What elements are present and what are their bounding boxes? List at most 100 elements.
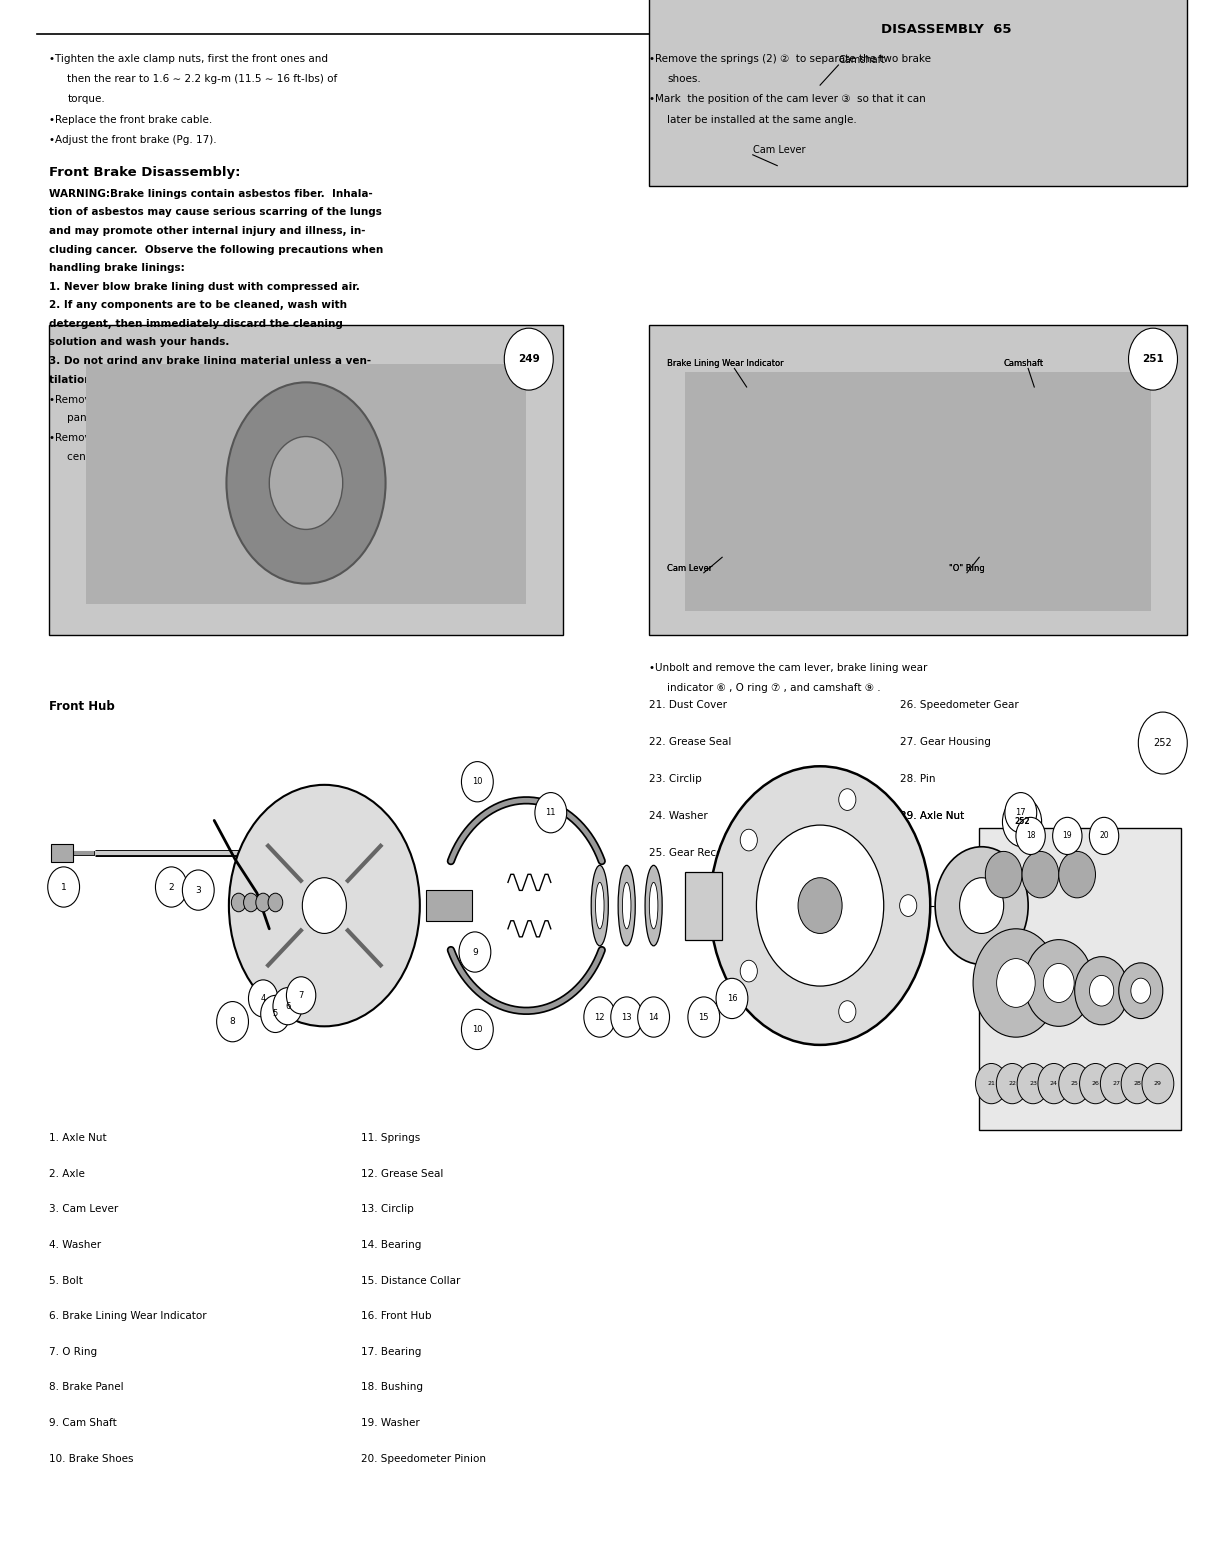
Text: 249: 249: [518, 354, 540, 364]
FancyBboxPatch shape: [685, 872, 722, 940]
Text: handling brake linings:: handling brake linings:: [49, 263, 185, 272]
Text: 26: 26: [1092, 1081, 1099, 1087]
Text: 4. Washer: 4. Washer: [49, 1240, 102, 1249]
Circle shape: [1022, 851, 1059, 898]
Circle shape: [611, 997, 643, 1037]
Text: 27. Gear Housing: 27. Gear Housing: [900, 737, 990, 746]
Circle shape: [1089, 975, 1114, 1006]
Text: 16: 16: [727, 994, 737, 1003]
Text: Cam Lever: Cam Lever: [753, 146, 805, 155]
Circle shape: [1005, 793, 1037, 833]
Circle shape: [1075, 957, 1129, 1025]
Text: panel ⑧ .: panel ⑧ .: [67, 413, 115, 423]
Text: 18. Bushing: 18. Bushing: [361, 1382, 424, 1392]
Ellipse shape: [618, 865, 635, 946]
FancyBboxPatch shape: [426, 890, 472, 921]
Text: 10: 10: [472, 1025, 482, 1034]
Circle shape: [1002, 797, 1042, 847]
Text: 26. Speedometer Gear: 26. Speedometer Gear: [900, 700, 1018, 709]
Text: 29. Axle Nut: 29. Axle Nut: [900, 811, 963, 820]
Text: cluding cancer.  Observe the following precautions when: cluding cancer. Observe the following pr…: [49, 245, 383, 254]
Text: Front Hub: Front Hub: [49, 700, 115, 712]
Text: 12: 12: [595, 1012, 605, 1022]
Ellipse shape: [591, 865, 608, 946]
Circle shape: [248, 980, 278, 1017]
Text: "O" Ring: "O" Ring: [949, 563, 984, 573]
Text: 10: 10: [472, 777, 482, 786]
Circle shape: [155, 867, 187, 907]
Circle shape: [226, 382, 386, 584]
Circle shape: [182, 870, 214, 910]
Text: 11. Springs: 11. Springs: [361, 1133, 420, 1142]
Text: 14. Bearing: 14. Bearing: [361, 1240, 421, 1249]
Circle shape: [229, 785, 420, 1026]
Circle shape: [286, 977, 316, 1014]
Text: 27: 27: [1113, 1081, 1120, 1087]
Circle shape: [1129, 328, 1177, 390]
Text: 25: 25: [1071, 1081, 1078, 1087]
Circle shape: [256, 893, 271, 912]
Ellipse shape: [645, 865, 662, 946]
Text: 19. Washer: 19. Washer: [361, 1418, 420, 1427]
Text: 20. Speedometer Pinion: 20. Speedometer Pinion: [361, 1454, 486, 1463]
Circle shape: [1131, 978, 1151, 1003]
Circle shape: [217, 1002, 248, 1042]
Circle shape: [960, 878, 1004, 933]
FancyBboxPatch shape: [979, 828, 1181, 1130]
Text: 28. Pin: 28. Pin: [900, 774, 935, 783]
Text: 18: 18: [1026, 831, 1036, 841]
Circle shape: [1053, 817, 1082, 854]
Text: 252: 252: [1015, 817, 1029, 827]
Text: 2. Axle: 2. Axle: [49, 1169, 84, 1178]
Ellipse shape: [649, 882, 659, 929]
Text: shoes.: shoes.: [667, 74, 701, 84]
Circle shape: [838, 1000, 856, 1022]
Circle shape: [535, 793, 567, 833]
Text: 15: 15: [699, 1012, 709, 1022]
FancyBboxPatch shape: [649, 0, 1187, 186]
FancyBboxPatch shape: [51, 844, 73, 862]
Circle shape: [261, 995, 290, 1033]
Circle shape: [244, 893, 258, 912]
Text: WARNING:Brake linings contain asbestos fiber.  Inhala-: WARNING:Brake linings contain asbestos f…: [49, 189, 373, 198]
Text: 15. Distance Collar: 15. Distance Collar: [361, 1276, 460, 1285]
Text: 13. Circlip: 13. Circlip: [361, 1204, 414, 1214]
Circle shape: [273, 988, 302, 1025]
Text: solution and wash your hands.: solution and wash your hands.: [49, 337, 229, 347]
Circle shape: [268, 893, 283, 912]
FancyBboxPatch shape: [649, 325, 1187, 635]
Circle shape: [1080, 1063, 1111, 1104]
Circle shape: [1059, 851, 1095, 898]
Circle shape: [996, 1063, 1028, 1104]
Text: 24. Washer: 24. Washer: [649, 811, 707, 820]
Text: 251: 251: [1142, 354, 1164, 364]
Circle shape: [985, 851, 1022, 898]
Text: 8: 8: [230, 1017, 235, 1026]
Text: 17: 17: [1016, 808, 1026, 817]
Text: later be installed at the same angle.: later be installed at the same angle.: [667, 115, 857, 124]
Text: 3. Do not grind any brake lining material unless a ven-: 3. Do not grind any brake lining materia…: [49, 356, 371, 365]
Text: 11: 11: [546, 808, 556, 817]
Circle shape: [710, 766, 930, 1045]
Text: 3: 3: [196, 885, 201, 895]
Text: center of the linings as shown in Fig.249.: center of the linings as shown in Fig.24…: [67, 452, 282, 461]
Circle shape: [231, 893, 246, 912]
Text: detergent, then immediately discard the cleaning: detergent, then immediately discard the …: [49, 319, 343, 328]
Text: tion of asbestos may cause serious scarring of the lungs: tion of asbestos may cause serious scarr…: [49, 207, 382, 217]
FancyBboxPatch shape: [49, 325, 563, 635]
Circle shape: [976, 1063, 1007, 1104]
Text: Brake Lining Wear Indicator: Brake Lining Wear Indicator: [667, 359, 783, 368]
Circle shape: [269, 437, 343, 529]
Text: 24: 24: [1050, 1081, 1058, 1087]
Text: 6. Brake Lining Wear Indicator: 6. Brake Lining Wear Indicator: [49, 1311, 207, 1320]
Text: Front Brake Disassembly:: Front Brake Disassembly:: [49, 166, 240, 178]
Text: 25. Gear Receiver: 25. Gear Receiver: [649, 848, 742, 858]
Circle shape: [1043, 963, 1075, 1003]
Text: 8. Brake Panel: 8. Brake Panel: [49, 1382, 124, 1392]
Text: •Remove the left axle nut ① , and pull off the brake: •Remove the left axle nut ① , and pull o…: [49, 395, 318, 404]
Text: •Remove the brake shoes ⑯ by pulling up on the: •Remove the brake shoes ⑯ by pulling up …: [49, 433, 301, 443]
Text: 23. Circlip: 23. Circlip: [649, 774, 701, 783]
Text: 1: 1: [61, 882, 66, 892]
Circle shape: [741, 960, 758, 981]
Text: 10. Brake Shoes: 10. Brake Shoes: [49, 1454, 133, 1463]
